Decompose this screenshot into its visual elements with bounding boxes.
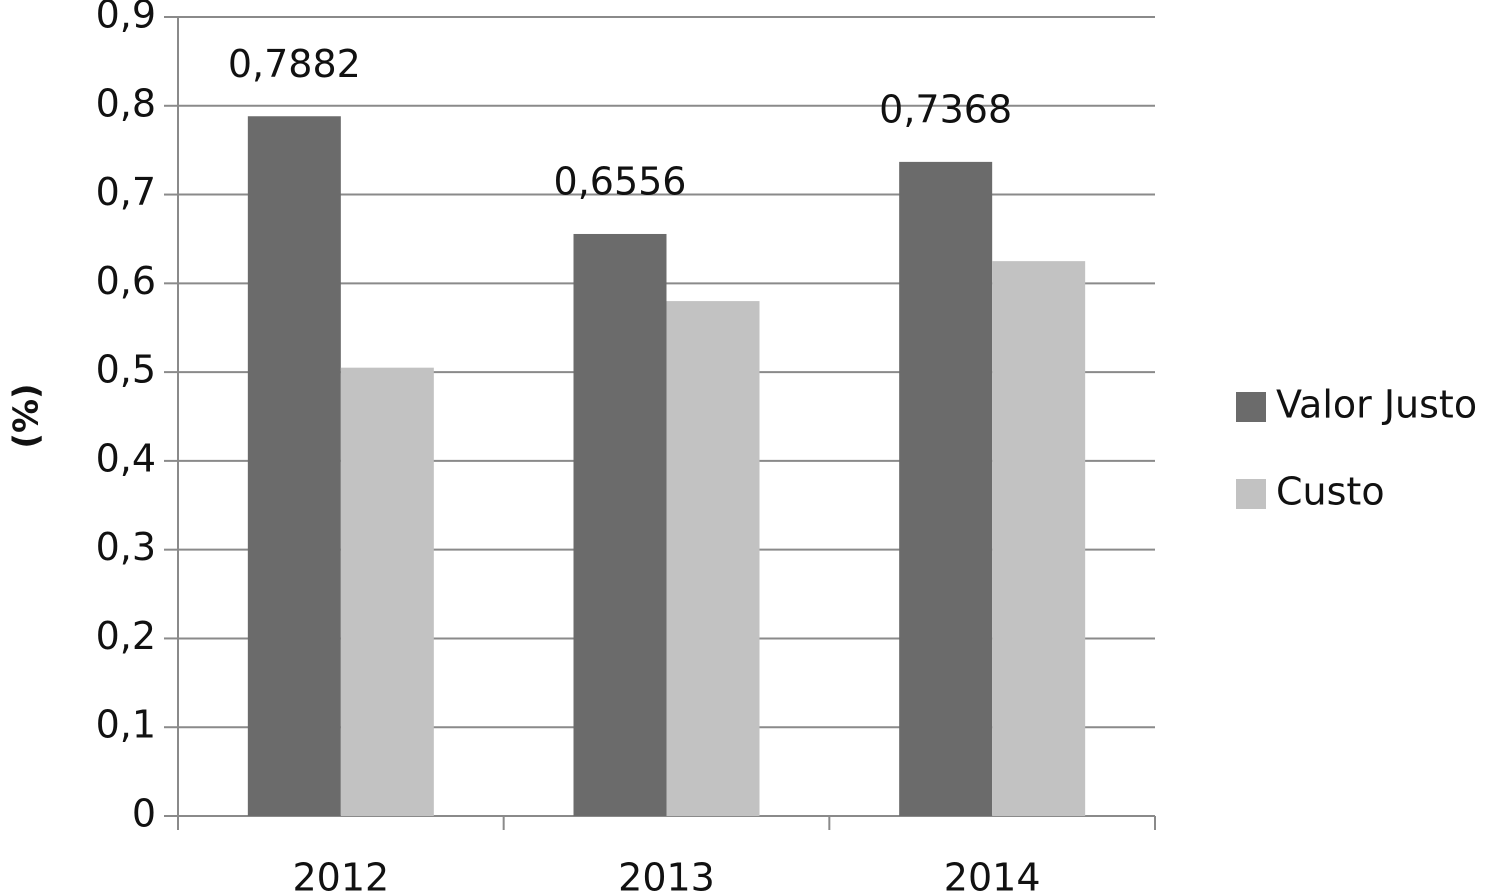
y-tick-label: 0,5 bbox=[96, 348, 156, 392]
legend-swatch bbox=[1236, 392, 1266, 422]
y-tick-label: 0,3 bbox=[96, 525, 156, 569]
y-tick-label: 0,9 bbox=[96, 0, 156, 37]
data-label: 0,6556 bbox=[554, 159, 687, 203]
y-tick-label: 0,4 bbox=[96, 436, 156, 480]
x-tick-label: 2012 bbox=[292, 856, 389, 896]
legend-label: Custo bbox=[1276, 470, 1385, 514]
y-tick-label: 0,8 bbox=[96, 81, 156, 125]
legend-swatch bbox=[1236, 479, 1266, 509]
bar bbox=[247, 116, 341, 817]
y-tick-label: 0,1 bbox=[96, 703, 156, 747]
bar bbox=[573, 233, 667, 816]
y-tick-label: 0,6 bbox=[96, 259, 156, 303]
bar bbox=[899, 161, 993, 817]
bar bbox=[666, 301, 760, 817]
x-tick-label: 2014 bbox=[944, 856, 1041, 896]
data-label: 0,7882 bbox=[228, 42, 361, 86]
y-tick-label: 0 bbox=[132, 792, 156, 836]
y-tick-label: 0,2 bbox=[96, 614, 156, 658]
bar bbox=[340, 367, 434, 816]
bar bbox=[992, 261, 1086, 816]
x-tick-label: 2013 bbox=[618, 856, 715, 896]
legend-label: Valor Justo bbox=[1276, 383, 1477, 427]
data-label: 0,7368 bbox=[879, 87, 1012, 131]
y-tick-label: 0,7 bbox=[96, 170, 156, 214]
y-axis-label: (%) bbox=[7, 383, 47, 448]
